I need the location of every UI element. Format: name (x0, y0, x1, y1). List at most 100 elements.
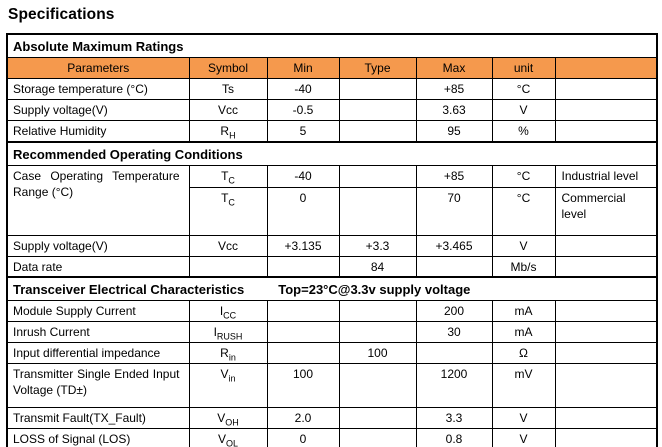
cell-max: 30 (415, 321, 493, 343)
cell-type: +3.3 (338, 234, 417, 257)
cell-min: -40 (266, 78, 340, 100)
cell-max: +3.465 (415, 234, 493, 257)
cell-note (554, 78, 658, 100)
cell-unit: mV (491, 363, 556, 408)
cell-type (338, 164, 417, 188)
table-row: Inrush Current IRUSH 30 mA (6, 321, 658, 343)
cell-type (338, 363, 417, 408)
column-header-symbol: Symbol (188, 57, 268, 79)
cell-unit: mA (491, 321, 556, 343)
cell-unit: V (491, 428, 556, 447)
cell-min: 2.0 (266, 407, 340, 429)
cell-symbol: TC (188, 164, 268, 188)
section-title-cell: Transceiver Electrical Characteristics To… (6, 276, 658, 301)
cell-max: 95 (415, 120, 493, 142)
cell-unit: °C (491, 78, 556, 100)
cell-min: -40 (266, 164, 340, 188)
spec-table-body: Absolute Maximum Ratings Parameters Symbol… (6, 33, 658, 447)
table-row: LOSS of Signal (LOS) VOL 0 0.8 V (6, 428, 658, 447)
cell-symbol: IRUSH (188, 321, 268, 343)
section-title: Recommended Operating Conditions (13, 146, 243, 162)
cell-min: -0.5 (266, 99, 340, 121)
cell-note (554, 99, 658, 121)
cell-max: 1200 (415, 363, 493, 408)
cell-min: 100 (266, 363, 340, 408)
cell-type (338, 321, 417, 343)
cell-max: 3.63 (415, 99, 493, 121)
cell-param: LOSS of Signal (LOS) (6, 428, 190, 447)
cell-param: Inrush Current (6, 321, 190, 343)
page-title: Specifications (8, 6, 115, 23)
cell-type (338, 99, 417, 121)
cell-symbol: VOL (188, 428, 268, 447)
spec-table: Absolute Maximum Ratings Parameters Symbol… (6, 33, 659, 447)
cell-note (554, 407, 658, 429)
cell-unit: V (491, 234, 556, 257)
section-condition-note: Top=23°C@3.3v supply voltage (278, 282, 471, 297)
column-header-unit: unit (491, 57, 556, 79)
symbol-subscript: RUSH (216, 331, 243, 342)
cell-symbol: Vcc (188, 99, 268, 121)
cell-symbol: Vin (188, 363, 268, 408)
table-row: TC 0 70 °C Commercial level (7, 186, 658, 236)
table-row: Transmitter Single Ended Input Voltage (… (6, 363, 658, 408)
cell-param: Data rate (6, 255, 190, 278)
cell-unit: Ω (491, 342, 556, 364)
cell-symbol: RH (188, 120, 268, 142)
cell-symbol: Vcc (188, 234, 268, 257)
cell-max: 3.3 (415, 407, 493, 429)
column-header-max: Max (415, 57, 493, 79)
table-row: Transmit Fault(TX_Fault) VOH 2.0 3.3 V (6, 407, 658, 429)
cell-type: 100 (338, 342, 417, 364)
cell-param: Transmitter Single Ended Input Voltage (… (6, 363, 190, 408)
cell-symbol: Rin (188, 342, 268, 364)
symbol-subscript: C (228, 196, 235, 207)
table-row: Storage temperature (°C) Ts -40 +85 °C (6, 78, 658, 100)
cell-note (554, 234, 658, 257)
symbol-subscript: H (229, 130, 236, 141)
cell-param: Storage temperature (°C) (6, 78, 190, 100)
section-row: Recommended Operating Conditions (6, 140, 658, 166)
cell-param: Relative Humidity (6, 120, 190, 142)
table-row: Supply voltage(V) Vcc +3.135 +3.3 +3.465 V (6, 234, 658, 257)
table-row: Data rate 84 Mb/s (6, 255, 658, 278)
cell-symbol: TC (188, 186, 268, 236)
cell-unit: °C (491, 186, 556, 236)
column-header-row: Parameters Symbol Min Type Max unit (6, 57, 658, 79)
cell-note: Industrial level (554, 164, 658, 188)
cell-min: 0 (266, 186, 340, 236)
cell-note (554, 321, 658, 343)
cell-type (338, 300, 417, 322)
cell-note (554, 342, 658, 364)
cell-symbol: VOH (188, 407, 268, 429)
cell-param: Transmit Fault(TX_Fault) (6, 407, 190, 429)
symbol-subscript: in (228, 352, 236, 363)
cell-type: 84 (338, 255, 417, 278)
cell-type (338, 186, 417, 236)
table-row: Input differential impedance Rin 100 Ω (6, 342, 658, 364)
cell-unit: V (491, 407, 556, 429)
table-row: Supply voltage(V) Vcc -0.5 3.63 V (6, 99, 658, 121)
section-title: Transceiver Electrical Characteristics (13, 282, 245, 297)
section-title: Absolute Maximum Ratings (13, 39, 184, 54)
cell-unit: mA (491, 300, 556, 322)
cell-max: +85 (415, 164, 493, 188)
column-header-min: Min (266, 57, 340, 79)
column-header-param: Parameters (6, 57, 190, 79)
section-title-cell: Recommended Operating Conditions (6, 140, 658, 166)
cell-min (266, 300, 340, 322)
cell-max: 0.8 (415, 428, 493, 447)
symbol-subscript: C (228, 174, 235, 185)
cell-unit: Mb/s (491, 255, 556, 278)
section-row: Absolute Maximum Ratings (6, 33, 658, 58)
cell-type (338, 120, 417, 142)
cell-min (266, 255, 340, 278)
cell-min (266, 321, 340, 343)
cell-symbol: ICC (188, 300, 268, 322)
cell-symbol (188, 255, 268, 278)
section-title-cell: Absolute Maximum Ratings (6, 33, 658, 58)
symbol-subscript: OL (226, 438, 239, 447)
cell-type (338, 428, 417, 447)
table-row: Relative Humidity RH 5 95% (6, 120, 658, 142)
section-row: Transceiver Electrical Characteristics To… (6, 276, 658, 301)
